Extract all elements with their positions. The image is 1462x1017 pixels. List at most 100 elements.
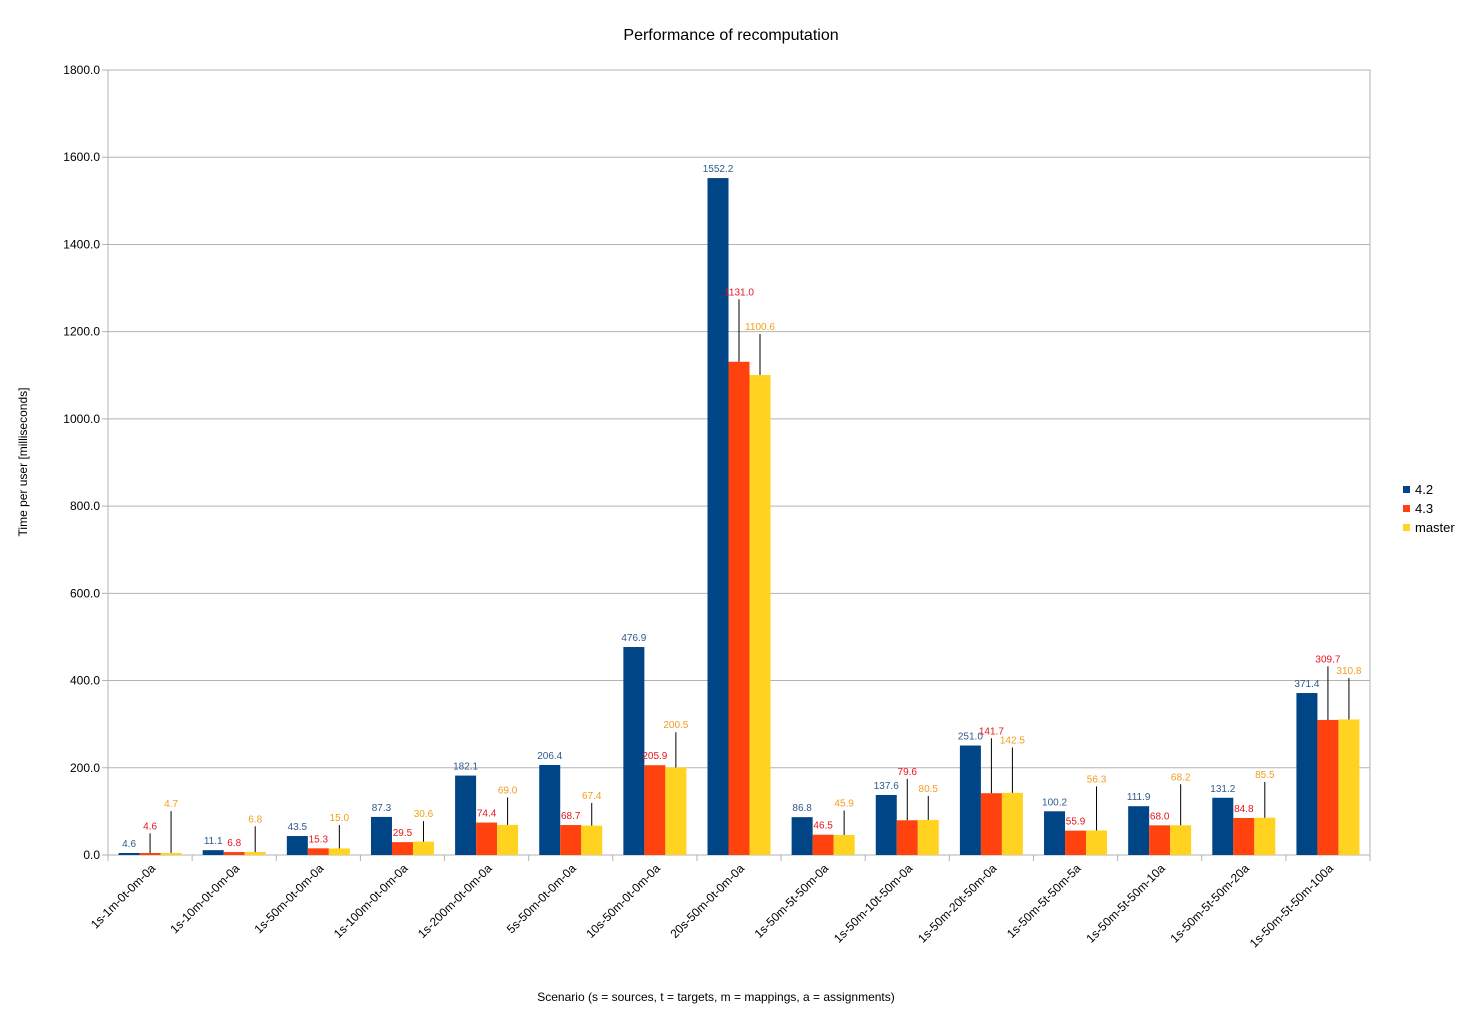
data-label: 206.4 bbox=[537, 751, 562, 762]
data-label: 310.8 bbox=[1336, 666, 1361, 677]
bar bbox=[328, 848, 350, 855]
bar bbox=[370, 816, 392, 855]
data-label: 67.4 bbox=[582, 791, 602, 802]
y-tick-label: 600.0 bbox=[70, 586, 100, 600]
data-label: 200.5 bbox=[663, 720, 688, 731]
data-label: 29.5 bbox=[393, 828, 413, 839]
data-label: 86.8 bbox=[792, 803, 812, 814]
data-label: 56.3 bbox=[1087, 774, 1107, 785]
data-label: 4.6 bbox=[143, 821, 157, 832]
bar bbox=[1065, 830, 1087, 855]
bar bbox=[286, 836, 308, 855]
bar bbox=[749, 375, 771, 855]
legend-label: master bbox=[1415, 520, 1455, 535]
bar bbox=[1001, 792, 1023, 855]
error-bars bbox=[149, 299, 1350, 853]
y-tick-label: 800.0 bbox=[70, 499, 100, 513]
y-tick-label: 1600.0 bbox=[63, 150, 100, 164]
y-axis-ticks: 0.0 200.0 400.0 600.0 800.0 1000.0 1200.0 1400.… bbox=[63, 63, 108, 862]
data-label: 11.1 bbox=[204, 836, 223, 847]
legend-swatch bbox=[1403, 505, 1410, 512]
bar bbox=[412, 841, 434, 855]
bar bbox=[980, 793, 1002, 855]
bar bbox=[118, 852, 140, 855]
data-label: 1552.2 bbox=[703, 164, 734, 175]
bar bbox=[539, 764, 561, 855]
data-label: 80.5 bbox=[919, 784, 939, 795]
bar bbox=[1233, 818, 1255, 855]
legend-label: 4.2 bbox=[1415, 482, 1433, 497]
data-label: 85.5 bbox=[1255, 770, 1275, 781]
data-label: 100.2 bbox=[1042, 797, 1067, 808]
y-tick-label: 0.0 bbox=[83, 848, 100, 862]
chart-title: Performance of recomputation bbox=[623, 27, 838, 44]
data-label: 15.0 bbox=[330, 813, 350, 824]
x-axis-title: Scenario (s = sources, t = targets, m = … bbox=[537, 990, 895, 1004]
data-label: 84.8 bbox=[1234, 804, 1254, 815]
data-label: 68.0 bbox=[1150, 811, 1170, 822]
data-label: 111.9 bbox=[1127, 792, 1151, 803]
bar bbox=[1338, 719, 1360, 855]
y-tick-label: 200.0 bbox=[70, 761, 100, 775]
bar bbox=[1128, 806, 1150, 855]
data-label: 68.7 bbox=[561, 811, 581, 822]
data-label: 251.0 bbox=[958, 732, 983, 743]
bar bbox=[1296, 693, 1318, 855]
data-label: 15.3 bbox=[309, 834, 329, 845]
bar bbox=[1170, 825, 1192, 855]
y-tick-label: 1200.0 bbox=[63, 325, 100, 339]
data-label: 137.6 bbox=[874, 781, 899, 792]
y-axis-title: Time per user [milliseconds] bbox=[16, 388, 30, 537]
data-label: 55.9 bbox=[1066, 817, 1086, 828]
bar bbox=[728, 361, 750, 855]
bar bbox=[455, 775, 477, 855]
bar bbox=[497, 824, 519, 855]
data-label: 142.5 bbox=[1000, 735, 1025, 746]
bar bbox=[917, 819, 939, 855]
bar bbox=[223, 852, 245, 855]
legend-label: 4.3 bbox=[1415, 501, 1433, 516]
data-label: 45.9 bbox=[834, 799, 854, 810]
y-tick-label: 1800.0 bbox=[63, 63, 100, 77]
data-label: 30.6 bbox=[414, 809, 434, 820]
bar bbox=[1317, 719, 1339, 855]
bar bbox=[875, 794, 897, 855]
data-label: 79.6 bbox=[898, 767, 918, 778]
data-label: 4.7 bbox=[164, 799, 178, 810]
bar bbox=[1086, 830, 1108, 855]
bar bbox=[1254, 817, 1276, 855]
data-labels: 4.6 11.1 43.5 87.3 182.1 206.4 476.9 1552.2 86.8… bbox=[122, 164, 1362, 850]
bar bbox=[707, 178, 729, 855]
data-label: 1131.0 bbox=[724, 287, 754, 298]
bar bbox=[391, 842, 413, 855]
bar bbox=[1212, 797, 1234, 855]
bar bbox=[959, 745, 981, 855]
bar-series bbox=[118, 178, 1360, 855]
bar bbox=[581, 825, 603, 855]
data-label: 371.4 bbox=[1294, 679, 1319, 690]
data-label: 476.9 bbox=[621, 633, 646, 644]
data-label: 46.5 bbox=[813, 821, 833, 832]
bar bbox=[896, 820, 918, 855]
data-label: 74.4 bbox=[477, 809, 497, 820]
bar bbox=[139, 852, 161, 855]
data-label: 141.7 bbox=[979, 726, 1004, 737]
data-label: 6.8 bbox=[248, 814, 262, 825]
legend: 4.2 4.3 master bbox=[1403, 482, 1455, 535]
bar bbox=[202, 850, 224, 855]
data-label: 43.5 bbox=[288, 822, 308, 833]
y-tick-label: 400.0 bbox=[70, 674, 100, 688]
bar bbox=[1149, 825, 1171, 855]
data-label: 4.6 bbox=[122, 839, 136, 850]
data-label: 131.2 bbox=[1210, 784, 1235, 795]
data-label: 205.9 bbox=[642, 751, 667, 762]
legend-swatch bbox=[1403, 524, 1410, 531]
y-tick-label: 1400.0 bbox=[63, 237, 100, 251]
bar bbox=[812, 834, 834, 855]
data-label: 69.0 bbox=[498, 785, 518, 796]
bar bbox=[307, 848, 329, 855]
data-label: 87.3 bbox=[372, 803, 392, 814]
bar bbox=[833, 834, 855, 855]
data-label: 1100.6 bbox=[745, 322, 775, 333]
